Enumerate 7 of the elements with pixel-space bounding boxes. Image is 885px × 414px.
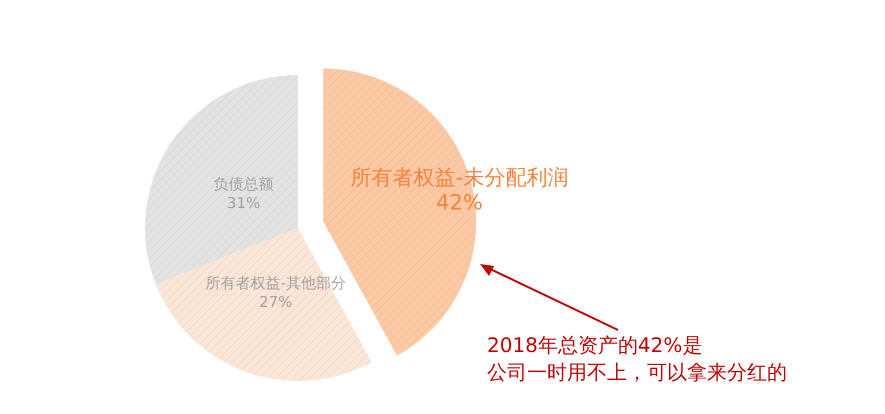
slice-label: 所有者权益-其他部分 — [206, 274, 346, 292]
text: 2018年总资产的42%是 — [487, 333, 702, 357]
slice-label: 所有者权益-未分配利润 — [350, 166, 568, 190]
slice-label: 负债总额 — [214, 175, 274, 194]
text: 公司一时用不上，可以拿来分红的 — [487, 360, 787, 384]
data-label: 27% — [259, 292, 292, 311]
data-label: 31% — [226, 194, 260, 212]
